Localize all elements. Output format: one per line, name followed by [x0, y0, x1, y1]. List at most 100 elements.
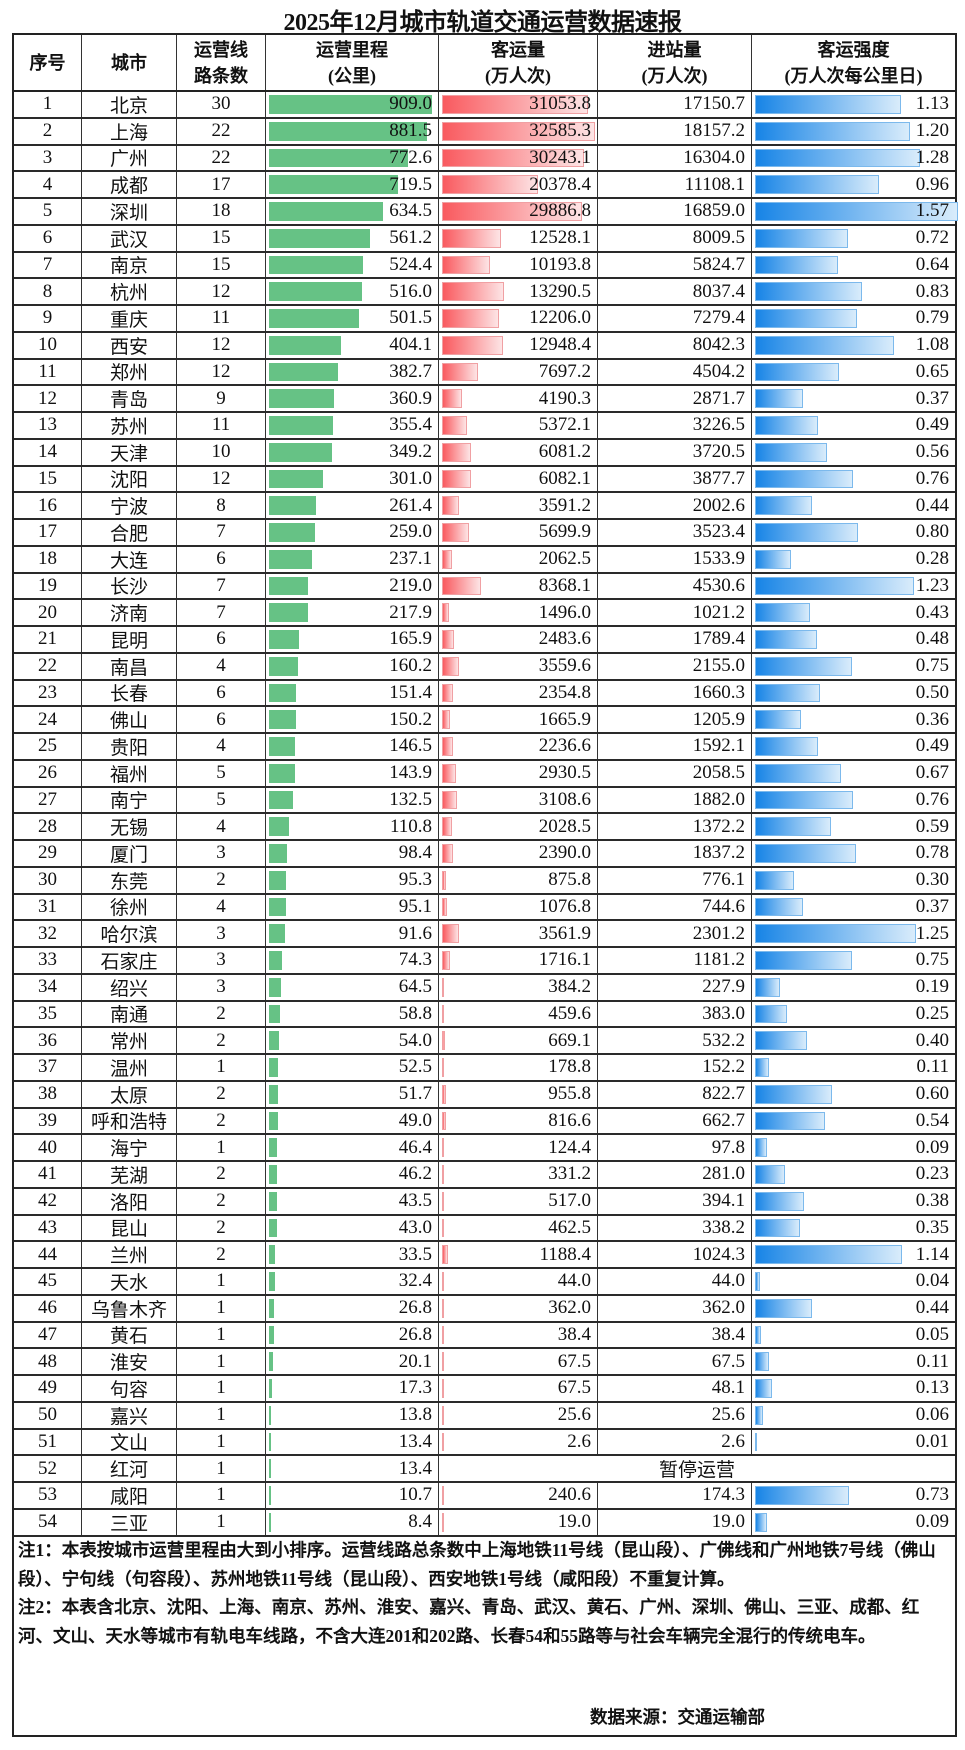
lines-value: 2 [216, 1163, 226, 1185]
cell-index: 18 [14, 546, 82, 572]
entries-value: 2155.0 [692, 655, 745, 677]
cell-index: 36 [14, 1028, 82, 1053]
cell-lines: 2 [177, 867, 266, 893]
lines-value: 1 [216, 1350, 226, 1372]
entries-value: 48.1 [711, 1377, 745, 1399]
cell-index: 9 [14, 306, 82, 331]
header-index: 序号 [14, 35, 82, 90]
ridership-bar [442, 1058, 444, 1077]
intensity-value: 0.44 [915, 1297, 949, 1319]
cell-lines: 3 [177, 921, 266, 946]
cell-intensity: 0.80 [752, 520, 955, 545]
mileage-value: 237.1 [389, 548, 432, 570]
cell-city: 长沙 [82, 573, 177, 598]
mileage-value: 719.5 [389, 173, 432, 195]
intensity-bar [755, 282, 863, 301]
cell-intensity: 0.76 [752, 788, 955, 813]
cell-city: 厦门 [82, 841, 177, 866]
city-value: 石家庄 [100, 951, 158, 973]
cell-lines: 17 [177, 172, 266, 197]
intensity-value: 0.11 [916, 1350, 949, 1372]
index-value: 35 [38, 1002, 57, 1024]
cell-index: 32 [14, 921, 82, 946]
cell-entries: 1533.9 [598, 546, 752, 572]
cell-entries: 1021.2 [598, 600, 752, 625]
report-title: 2025年12月城市轨道交通运营数据速报 [283, 10, 683, 36]
mileage-bar [269, 1352, 273, 1371]
ridership-value: 1665.9 [538, 708, 591, 730]
cell-city: 西安 [82, 332, 177, 358]
mileage-bar [269, 817, 289, 836]
cell-lines: 3 [177, 948, 266, 973]
ridership-value: 2236.6 [538, 735, 591, 757]
cell-intensity: 0.67 [752, 761, 955, 786]
intensity-bar [755, 121, 910, 141]
entries-value: 19.0 [711, 1511, 745, 1533]
ridership-bar [442, 603, 450, 622]
city-value: 贵阳 [109, 737, 148, 759]
mileage-value: 349.2 [389, 441, 432, 463]
ridership-value: 29886.8 [529, 200, 591, 222]
intensity-value: 0.60 [915, 1083, 949, 1105]
mileage-bar [269, 1272, 275, 1291]
index-value: 54 [38, 1511, 57, 1533]
index-value: 45 [38, 1270, 57, 1292]
intensity-bar [755, 1379, 772, 1398]
cell-lines: 1 [177, 1509, 266, 1535]
cell-intensity: 0.04 [752, 1269, 955, 1294]
cell-ridership: 1188.4 [439, 1242, 598, 1267]
city-value: 上海 [109, 122, 148, 144]
table-row: 46 乌鲁木齐 1 26.8 362.0 362.0 0.44 [14, 1295, 955, 1323]
table-row: 24 佛山 6 150.2 1665.9 1205.9 0.36 [14, 707, 955, 734]
intensity-bar [755, 870, 794, 890]
cell-lines: 3 [177, 974, 266, 1000]
intensity-bar [755, 897, 803, 917]
header-ridership: 客运量 (万人次) [439, 35, 598, 90]
cell-ridership: 517.0 [439, 1188, 598, 1214]
mileage-bar [269, 683, 297, 703]
mileage-bar [269, 416, 333, 435]
ridership-value: 331.2 [548, 1163, 591, 1185]
entries-value: 744.6 [702, 895, 745, 917]
cell-mileage: 74.3 [266, 948, 439, 973]
cell-lines: 2 [177, 1001, 266, 1027]
mileage-value: 95.1 [398, 895, 432, 917]
cell-mileage: 46.4 [266, 1135, 439, 1160]
mileage-value: 151.4 [389, 681, 432, 703]
mileage-bar [269, 469, 323, 489]
city-value: 广州 [109, 149, 148, 171]
ridership-bar [442, 255, 490, 275]
city-value: 三亚 [109, 1513, 148, 1535]
table-row: 39 呼和浩特 2 49.0 816.6 662.7 0.54 [14, 1108, 955, 1136]
cell-entries: 2871.7 [598, 386, 752, 411]
cell-index: 46 [14, 1295, 82, 1321]
cell-ridership: 462.5 [439, 1215, 598, 1241]
ridership-value: 3591.2 [538, 494, 591, 516]
cell-ridership: 5372.1 [439, 413, 598, 438]
intensity-value: 0.35 [915, 1216, 949, 1238]
index-value: 6 [42, 227, 53, 249]
cell-city: 昆山 [82, 1215, 177, 1240]
city-value: 天津 [109, 443, 148, 465]
table-row: 18 大连 6 237.1 2062.5 1533.9 0.28 [14, 546, 955, 574]
table-row: 11 郑州 12 382.7 7697.2 4504.2 0.65 [14, 359, 955, 387]
mileage-value: 10.7 [398, 1484, 432, 1506]
entries-value: 1021.2 [692, 601, 745, 623]
mileage-bar [269, 576, 309, 596]
ridership-value: 1188.4 [539, 1243, 591, 1265]
lines-value: 3 [216, 842, 226, 864]
cell-intensity: 0.65 [752, 360, 955, 385]
cell-intensity: 0.83 [752, 279, 955, 304]
table-row: 31 徐州 4 95.1 1076.8 744.6 0.37 [14, 894, 955, 922]
lines-value: 1 [216, 1136, 226, 1158]
cell-ridership: 20378.4 [439, 172, 598, 197]
city-value: 红河 [109, 1460, 148, 1482]
cell-mileage: 349.2 [266, 439, 439, 465]
cell-intensity: 0.60 [752, 1082, 955, 1107]
intensity-bar [755, 1432, 757, 1452]
cell-intensity: 0.59 [752, 814, 955, 839]
mileage-bar [269, 1111, 278, 1131]
lines-value: 2 [216, 1029, 226, 1051]
entries-value: 1533.9 [692, 548, 745, 570]
intensity-bar [755, 362, 839, 382]
